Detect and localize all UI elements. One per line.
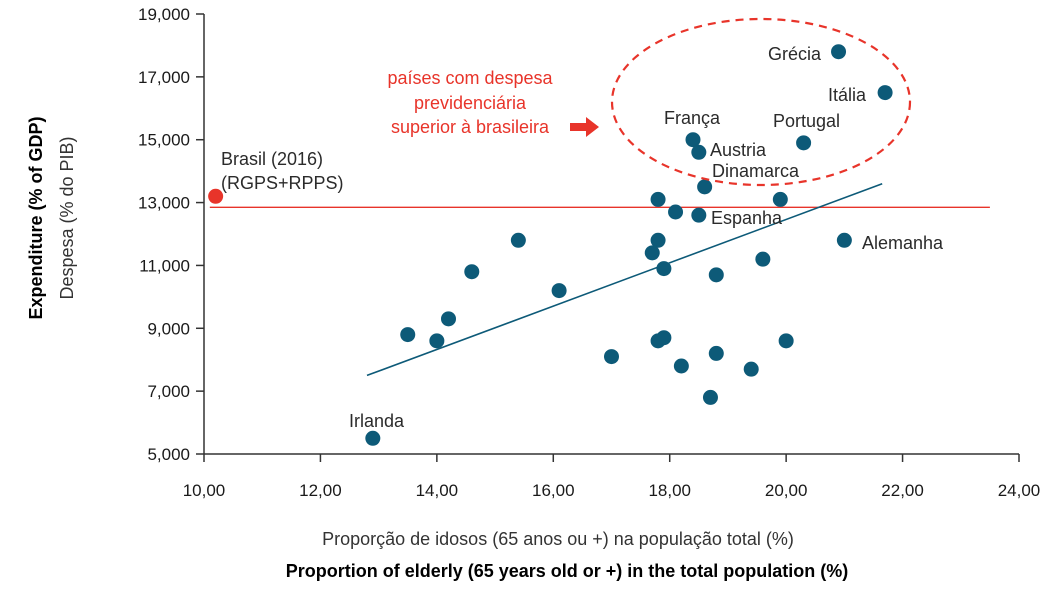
label-irlanda: Irlanda xyxy=(349,411,405,431)
trend-line xyxy=(366,182,883,377)
data-point xyxy=(604,349,619,365)
data-point xyxy=(702,389,718,405)
data-point xyxy=(673,358,689,374)
x-axis-title-pt: Proporção de idosos (65 anos ou +) na po… xyxy=(322,529,794,549)
annotation-line-3: superior à brasileira xyxy=(391,117,550,137)
x-tick-label: 20,00 xyxy=(765,481,808,500)
data-point xyxy=(464,264,480,280)
x-tick-label: 18,00 xyxy=(648,481,691,500)
data-point xyxy=(755,251,771,267)
brasil-label-line-2: (RGPS+RPPS) xyxy=(221,173,344,193)
highlight-ellipse xyxy=(610,17,912,187)
data-point xyxy=(650,191,666,207)
y-axis-title-pt: Despesa (% do PIB) xyxy=(57,136,77,299)
x-tick-label: 24,00 xyxy=(998,481,1041,500)
y-tick-label: 19,000 xyxy=(138,5,190,24)
x-tick-label: 16,00 xyxy=(532,481,575,500)
data-point-brasil xyxy=(208,188,224,204)
data-point xyxy=(772,191,788,207)
data-point xyxy=(650,333,666,349)
y-tick-label: 17,000 xyxy=(138,68,190,87)
data-point xyxy=(365,430,381,446)
data-points xyxy=(208,44,893,446)
brasil-label: Brasil (2016) (RGPS+RPPS) xyxy=(221,149,344,193)
data-point xyxy=(691,144,707,160)
data-point xyxy=(778,333,794,349)
label-espanha: Espanha xyxy=(711,208,783,228)
data-point xyxy=(685,132,701,148)
label-italia: Itália xyxy=(828,85,867,105)
data-point xyxy=(668,204,684,220)
data-point xyxy=(650,232,666,248)
label-alemanha: Alemanha xyxy=(862,233,944,253)
x-tick-label: 14,00 xyxy=(416,481,459,500)
data-point xyxy=(836,232,852,248)
x-axis-ticks: 10,00 12,00 14,00 16,00 18,00 20,00 22,00 24,00 xyxy=(183,454,1041,500)
y-tick-label: 11,000 xyxy=(139,256,190,275)
y-tick-label: 15,000 xyxy=(138,131,190,150)
data-point xyxy=(691,207,707,223)
x-axis-title-en: Proportion of elderly (65 years old or +… xyxy=(286,561,849,581)
data-point xyxy=(708,267,724,283)
label-dinamarca: Dinamarca xyxy=(712,161,800,181)
data-point xyxy=(656,261,672,277)
label-grecia: Grécia xyxy=(768,44,822,64)
data-point xyxy=(551,283,567,299)
annotation-line-1: países com despesa xyxy=(387,68,553,88)
data-point xyxy=(831,44,847,60)
data-point xyxy=(429,333,445,349)
label-austria: Austria xyxy=(710,140,767,160)
data-point xyxy=(441,311,456,327)
x-tick-label: 10,00 xyxy=(183,481,226,500)
data-point xyxy=(510,232,526,248)
data-point xyxy=(697,179,713,195)
annotation-line-2: previdenciária xyxy=(414,93,527,113)
arrow-right-icon xyxy=(570,117,599,137)
y-tick-label: 9,000 xyxy=(147,319,190,338)
x-tick-label: 22,00 xyxy=(881,481,924,500)
label-franca: França xyxy=(664,108,721,128)
data-point xyxy=(743,361,759,377)
data-point xyxy=(644,245,660,261)
data-point xyxy=(400,327,416,343)
data-point xyxy=(877,85,893,101)
data-point xyxy=(708,345,724,361)
y-tick-label: 7,000 xyxy=(147,382,190,401)
y-tick-label: 5,000 xyxy=(147,445,190,464)
data-point xyxy=(796,135,812,151)
point-labels: Grécia Itália França Austria Portugal Di… xyxy=(349,44,944,431)
annotation: países com despesa previdenciária superi… xyxy=(387,68,599,137)
y-axis-title-en: Expenditure (% of GDP) xyxy=(26,116,46,319)
brasil-label-line-1: Brasil (2016) xyxy=(221,149,323,169)
y-axis-ticks: 5,000 7,000 9,000 11,000 13,000 15,000 17,000 1… xyxy=(138,5,204,464)
x-tick-label: 12,00 xyxy=(299,481,342,500)
y-tick-label: 13,000 xyxy=(138,194,190,213)
label-portugal: Portugal xyxy=(773,111,840,131)
